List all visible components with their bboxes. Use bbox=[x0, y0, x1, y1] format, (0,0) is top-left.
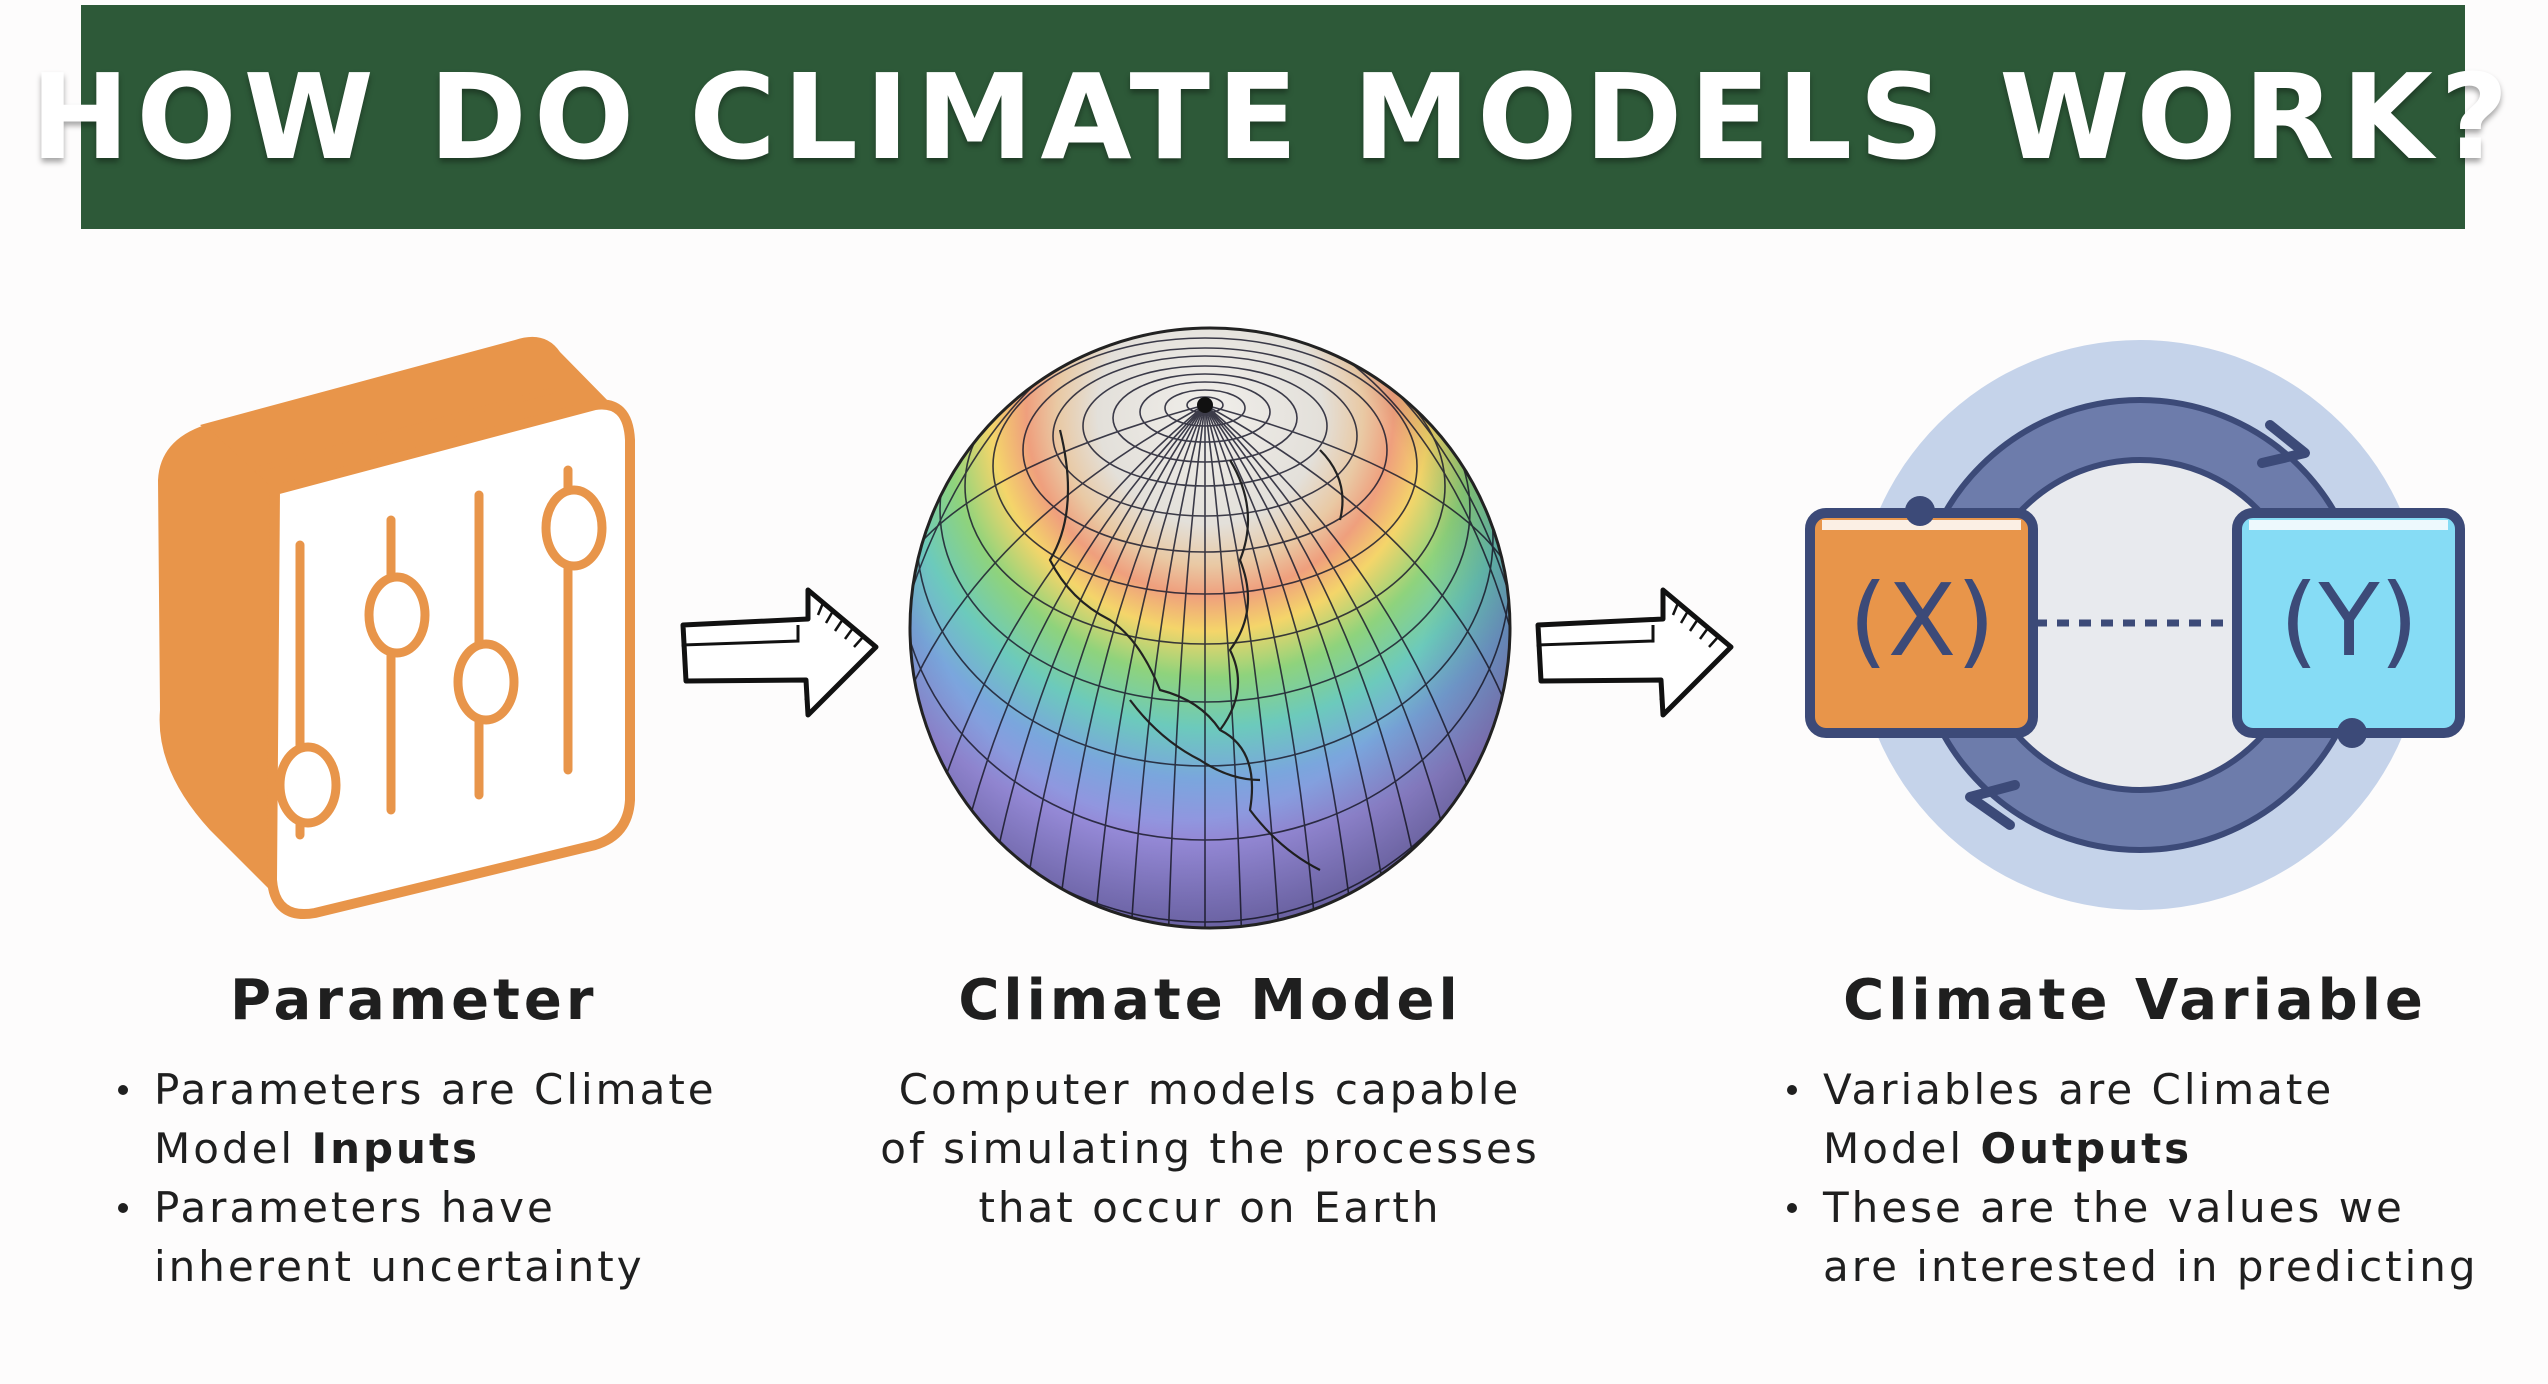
list-item: These are the values we are interested i… bbox=[1787, 1178, 2487, 1296]
arrow-right-icon bbox=[1535, 587, 1734, 718]
list-item: Variables are Climate Model Outputs bbox=[1787, 1060, 2487, 1178]
model-description: Computer models capable of simulating th… bbox=[880, 1065, 1540, 1232]
page-title: HOW DO CLIMATE MODELS WORK? bbox=[30, 48, 2516, 186]
sliders-icon bbox=[158, 336, 635, 919]
list-item: Parameters are Climate Model Inputs bbox=[118, 1060, 738, 1178]
arrow-right-icon bbox=[680, 587, 879, 718]
variable-title: Climate Variable bbox=[1843, 968, 2427, 1033]
y-label: (Y) bbox=[2279, 562, 2418, 679]
parameter-title: Parameter bbox=[230, 968, 598, 1033]
model-title: Climate Model bbox=[958, 968, 1462, 1033]
list-item: Parameters have inherent uncertainty bbox=[118, 1178, 738, 1296]
variable-bullets: Variables are Climate Model Outputs Thes… bbox=[1787, 1060, 2487, 1296]
parameter-bullets: Parameters are Climate Model Inputs Para… bbox=[118, 1060, 738, 1296]
title-banner: HOW DO CLIMATE MODELS WORK? bbox=[31, 5, 2508, 229]
x-label: (X) bbox=[1849, 562, 1996, 679]
globe-grid-icon bbox=[908, 326, 1512, 930]
xy-cycle-icon: (X) (Y) bbox=[1805, 340, 2465, 910]
